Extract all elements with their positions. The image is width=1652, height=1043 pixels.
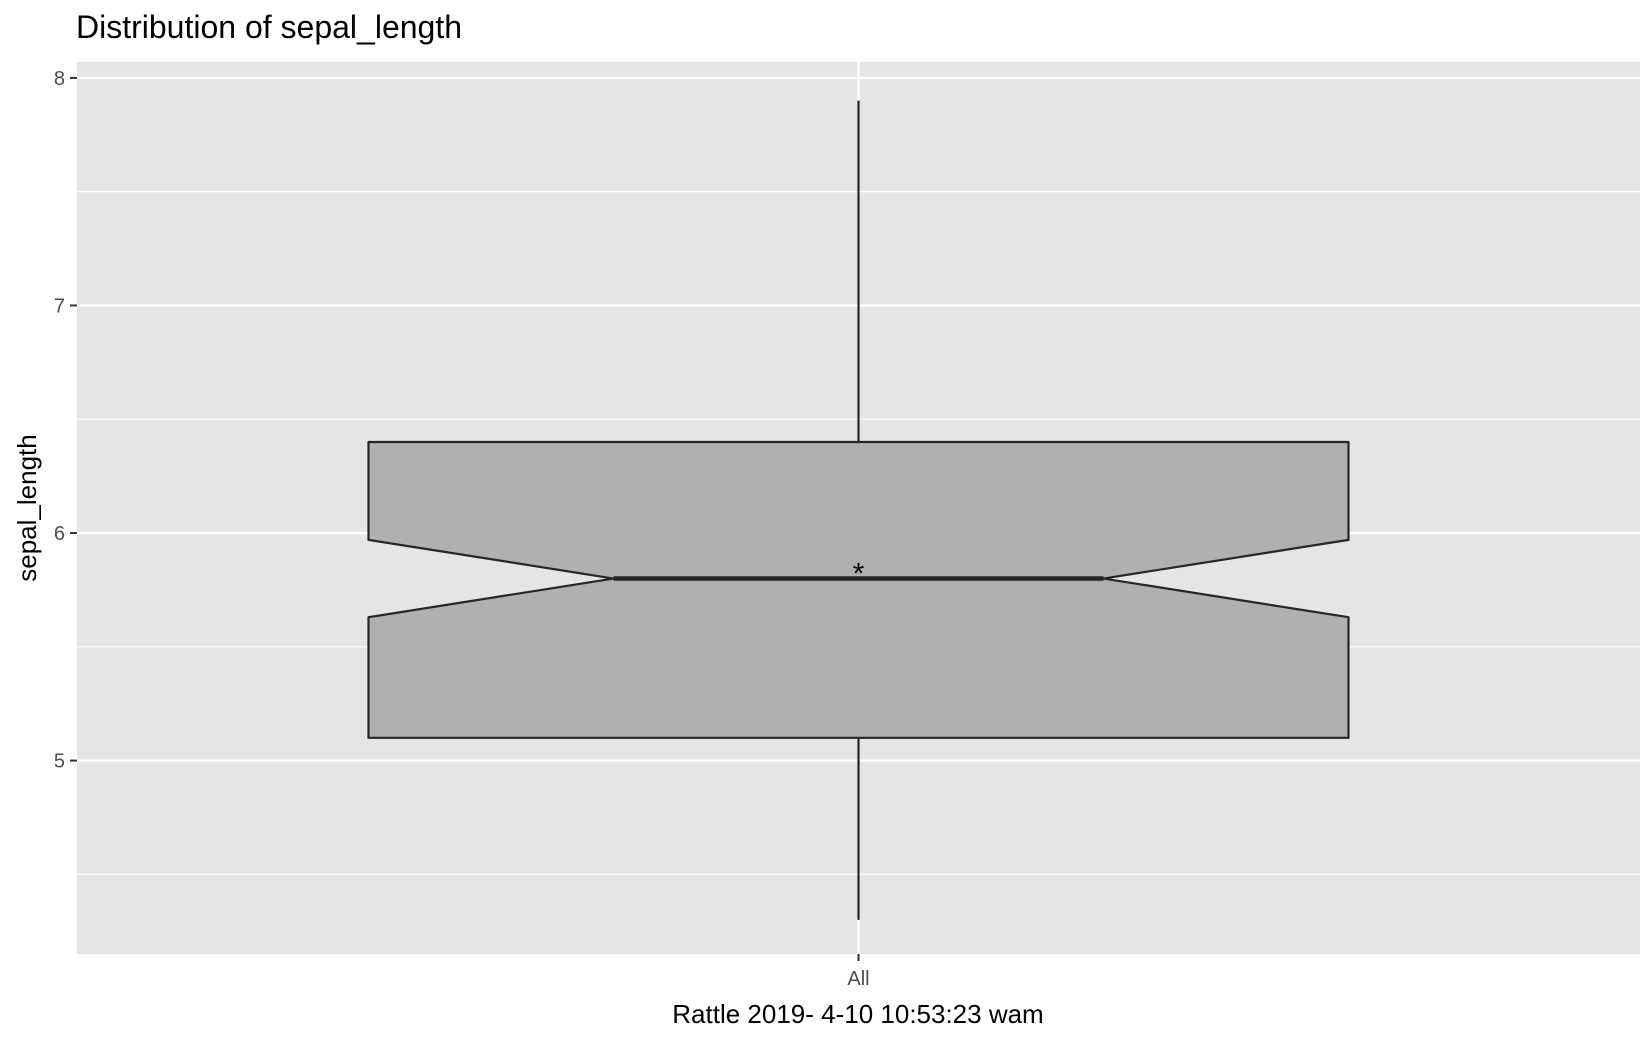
x-axis-label: Rattle 2019- 4-10 10:53:23 wam bbox=[672, 999, 1043, 1029]
y-axis: 5 6 7 8 bbox=[54, 68, 77, 773]
chart-title: Distribution of sepal_length bbox=[76, 9, 462, 45]
mean-marker: * bbox=[853, 557, 865, 590]
y-axis-label: sepal_length bbox=[12, 434, 42, 581]
y-tick-label: 5 bbox=[54, 751, 65, 773]
box-layer: * bbox=[367, 100, 1350, 920]
x-axis: All bbox=[847, 954, 870, 990]
y-tick-label: 8 bbox=[54, 68, 65, 90]
notched-box bbox=[367, 440, 1350, 739]
x-tick-label: All bbox=[847, 968, 869, 990]
y-tick-label: 7 bbox=[54, 295, 65, 317]
y-tick-label: 6 bbox=[54, 523, 65, 545]
